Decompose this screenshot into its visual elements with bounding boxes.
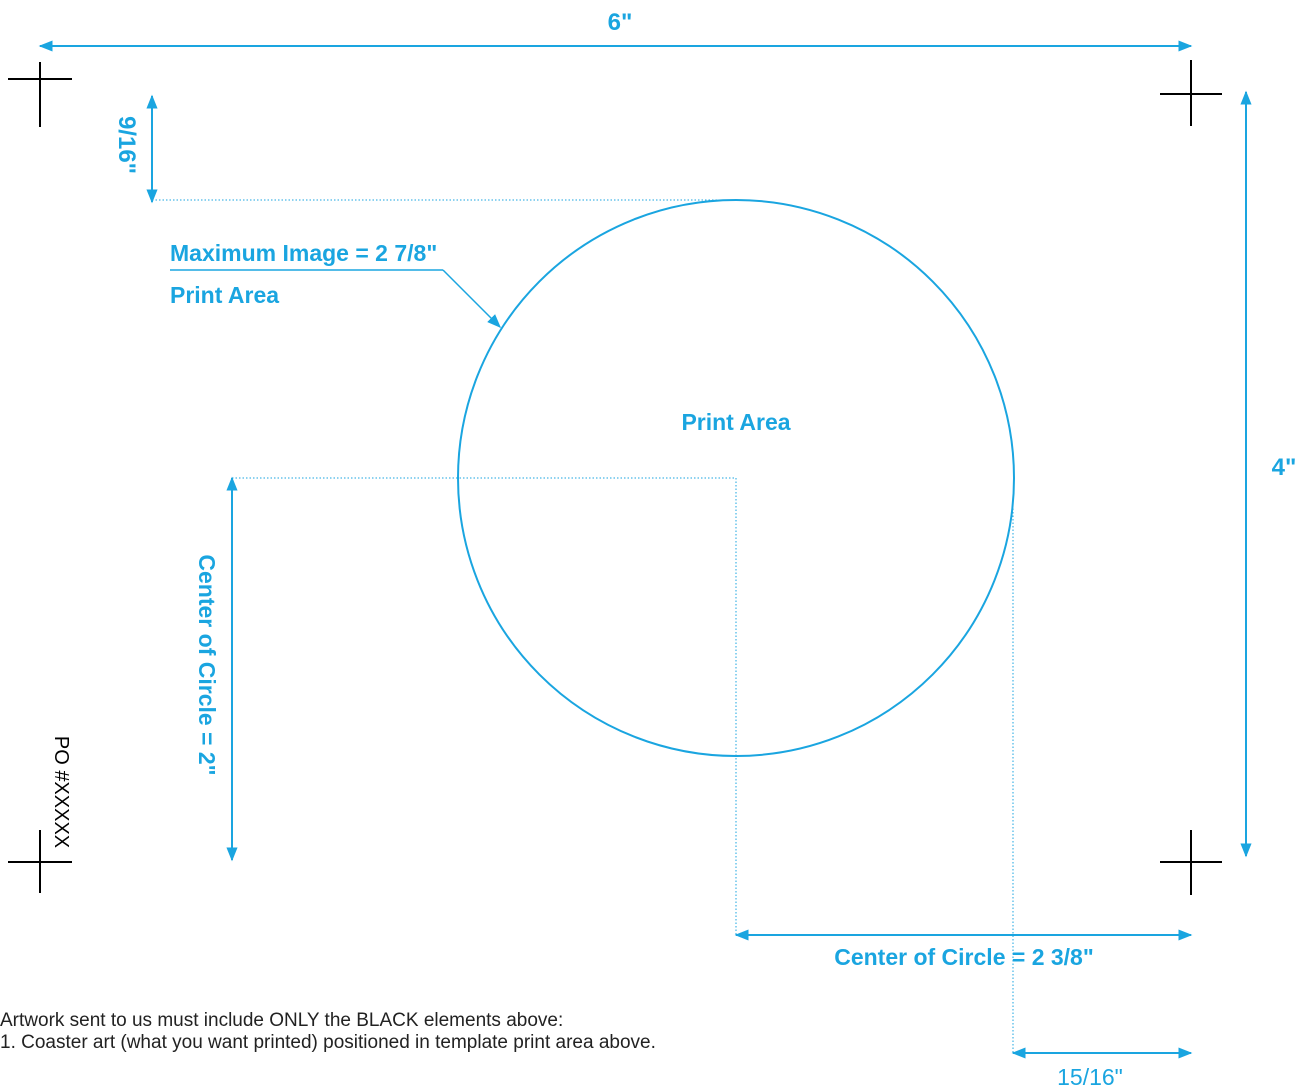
print-area-label: Print Area: [681, 409, 790, 435]
top-offset-label: 9/16": [113, 116, 140, 174]
crop-mark-bottom-right: [1160, 830, 1222, 895]
max-image-label-line2: Print Area: [170, 282, 279, 308]
max-image-leader-line: [170, 269, 501, 328]
max-image-label-line1: Maximum Image = 2 7/8": [170, 240, 437, 266]
crop-mark-bottom-left: [8, 830, 72, 893]
instruction-item: 1. Coaster art (what you want printed) p…: [0, 1032, 656, 1053]
center-horizontal-label: Center of Circle = 2 3/8": [834, 944, 1094, 970]
artwork-instructions: Artwork sent to us must include ONLY the…: [0, 1010, 680, 1054]
crop-mark-top-left: [8, 62, 72, 127]
right-offset-label: 15/16": [1057, 1064, 1123, 1089]
po-number: PO #XXXXX: [50, 736, 72, 848]
crop-mark-top-right: [1160, 60, 1222, 126]
center-vertical-label: Center of Circle = 2": [194, 554, 220, 775]
height-label: 4": [1272, 454, 1297, 481]
width-label: 6": [608, 9, 633, 36]
instructions-intro: Artwork sent to us must include ONLY the…: [0, 1010, 564, 1031]
